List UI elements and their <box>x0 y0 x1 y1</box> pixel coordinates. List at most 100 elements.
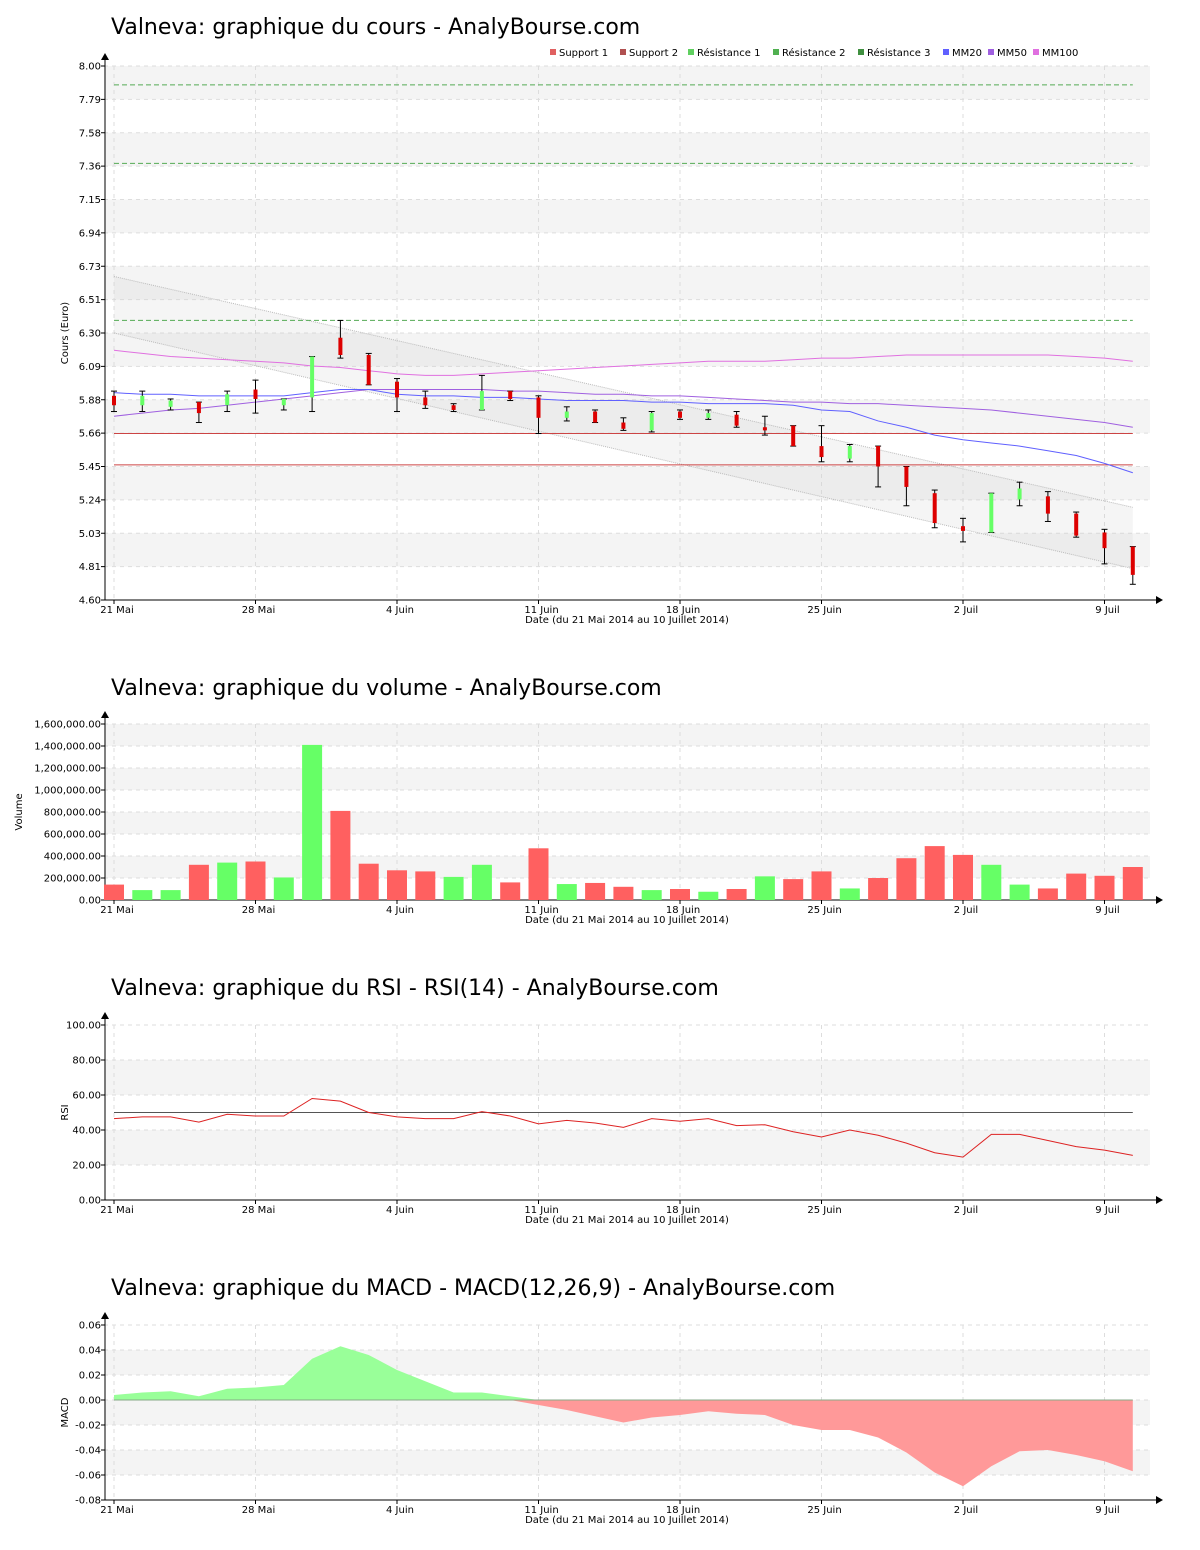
candle <box>139 390 146 413</box>
grid-band <box>104 66 1150 100</box>
grid-band <box>104 812 1150 834</box>
candle <box>592 409 599 424</box>
y-tick-label: 6.73 <box>79 262 101 273</box>
y-tick-label: 5.45 <box>79 462 101 473</box>
candle-body <box>1017 488 1022 500</box>
x-tick-label: 11 Juin <box>524 905 558 916</box>
volume-bar <box>1009 884 1030 900</box>
volume-bar <box>783 879 804 900</box>
x-tick-label: 2 Juil <box>954 605 978 616</box>
x-tick-label: 18 Juin <box>666 1205 700 1216</box>
candle-body <box>564 411 569 418</box>
x-tick-label: 21 Mai <box>100 905 133 916</box>
candle <box>733 411 740 428</box>
candle <box>960 517 966 543</box>
y-axis-arrow <box>101 1312 109 1319</box>
volume-bar <box>585 882 606 900</box>
y-tick-label: 0.00 <box>79 896 101 907</box>
candle <box>478 374 485 411</box>
candle <box>224 390 231 413</box>
y-tick-label: 60.00 <box>72 1091 101 1102</box>
legend-label: Support 1 <box>559 48 608 59</box>
volume-bar <box>160 890 181 900</box>
volume-bar <box>245 861 266 900</box>
candle-body <box>621 422 626 429</box>
x-tick-label: 25 Juin <box>807 1505 841 1516</box>
x-tick-label: 21 Mai <box>100 605 133 616</box>
candle-body <box>196 402 201 414</box>
x-axis-arrow <box>1156 896 1163 904</box>
macd-title: Valneva: graphique du MACD - MACD(12,26,… <box>111 1276 835 1301</box>
mm20-line <box>113 389 1133 474</box>
candle <box>365 352 372 386</box>
x-tick-label: 18 Juin <box>666 1505 700 1516</box>
x-tick-label: 11 Juin <box>524 1205 558 1216</box>
x-tick-label: 28 Mai <box>242 905 275 916</box>
mm100-line <box>113 349 1133 376</box>
x-tick-label: 2 Juil <box>954 905 978 916</box>
x-axis-arrow <box>1156 596 1163 604</box>
candle <box>790 425 797 447</box>
volume-bar <box>1037 888 1058 900</box>
x-axis-label: Date (du 21 Mai 2014 au 10 Juillet 2014) <box>525 615 729 626</box>
y-tick-label: 4.81 <box>79 562 101 573</box>
legend-swatch <box>1033 49 1039 55</box>
grid-band <box>104 768 1150 790</box>
legend-swatch <box>550 49 556 55</box>
candle <box>422 390 429 409</box>
candle <box>761 415 768 436</box>
x-tick-label: 4 Juin <box>386 1505 414 1516</box>
y-tick-label: 6.30 <box>79 329 101 340</box>
legend-label: MM50 <box>997 48 1027 59</box>
y-tick-label: 1,200,000.00 <box>34 764 101 775</box>
y-tick-label: 7.79 <box>79 95 101 106</box>
y-tick-label: 200,000.00 <box>44 874 101 885</box>
candle-body <box>876 446 881 467</box>
y-axis-label: Cours (Euro) <box>60 302 71 365</box>
volume-bar <box>415 871 436 900</box>
y-tick-label: -0.02 <box>75 1421 101 1432</box>
y-tick-label: 100.00 <box>66 1021 101 1032</box>
y-tick-label: 40.00 <box>72 1126 101 1137</box>
x-tick-label: 28 Mai <box>242 605 275 616</box>
y-tick-label: 8.00 <box>79 62 101 73</box>
y-tick-label: 0.04 <box>79 1346 101 1357</box>
y-tick-label: 7.36 <box>79 162 101 173</box>
candle <box>1016 481 1023 507</box>
grid-band <box>104 1060 1150 1095</box>
volume-bar <box>1094 875 1115 900</box>
x-tick-label: 9 Juil <box>1095 905 1119 916</box>
volume-bar <box>443 876 464 900</box>
y-tick-label: 5.66 <box>79 429 101 440</box>
y-tick-label: 7.15 <box>79 195 101 206</box>
candle <box>252 379 259 414</box>
y-tick-label: 5.88 <box>79 395 101 406</box>
volume-bar <box>500 882 521 900</box>
legend-label: Support 2 <box>629 48 678 59</box>
candle-body <box>989 493 994 533</box>
y-axis-label: Volume <box>14 793 25 830</box>
candle-body <box>961 526 965 531</box>
candle-body <box>1074 513 1079 536</box>
volume-bar <box>188 864 209 900</box>
volume-bar <box>471 864 492 900</box>
candle-body <box>649 413 654 431</box>
volume-bar <box>556 884 577 900</box>
candle <box>705 409 712 420</box>
candle <box>337 319 344 359</box>
legend-swatch <box>943 49 949 55</box>
volume-bar <box>1066 873 1087 900</box>
grid-band <box>104 724 1150 746</box>
volume-title: Valneva: graphique du volume - AnalyBour… <box>111 676 662 701</box>
volume-chart: Valneva: graphique du volume - AnalyBour… <box>14 676 1163 926</box>
candle <box>1129 546 1136 585</box>
y-tick-label: 80.00 <box>72 1056 101 1067</box>
candle <box>167 398 174 411</box>
volume-bar <box>302 744 323 900</box>
candle-body <box>1102 532 1107 549</box>
x-tick-label: 25 Juin <box>807 905 841 916</box>
grid-band <box>104 132 1150 167</box>
candle-body <box>140 395 145 406</box>
volume-bar <box>924 846 945 900</box>
candle-body <box>819 446 824 458</box>
